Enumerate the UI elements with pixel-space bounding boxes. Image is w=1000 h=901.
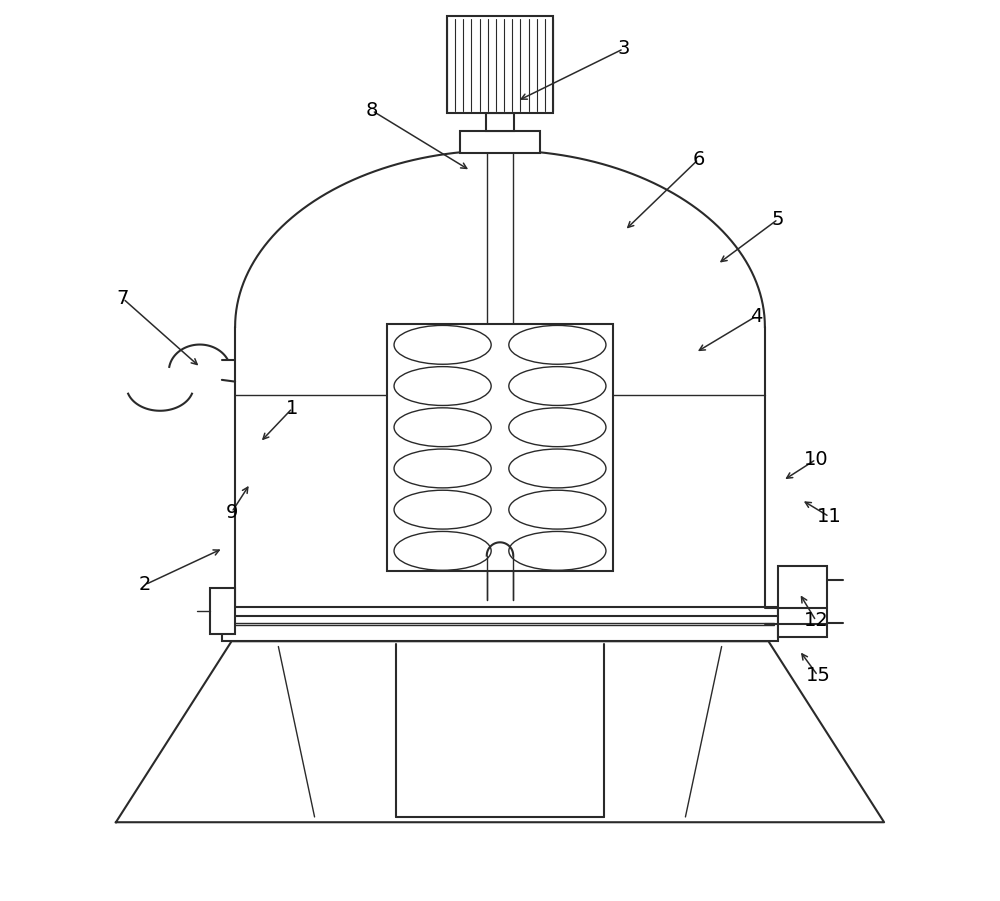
Text: 2: 2 [139, 575, 151, 595]
Text: 8: 8 [366, 101, 378, 120]
Bar [447, 16, 553, 114]
Bar [222, 606, 778, 642]
Bar [387, 324, 613, 571]
Text: 5: 5 [772, 210, 784, 229]
Text: 15: 15 [805, 666, 830, 685]
Bar [486, 114, 514, 131]
Text: 1: 1 [286, 398, 299, 418]
Text: 3: 3 [617, 40, 630, 59]
Text: 11: 11 [817, 507, 842, 526]
Text: 10: 10 [804, 450, 828, 469]
Text: 4: 4 [750, 306, 762, 326]
Bar [460, 131, 540, 153]
Text: 6: 6 [692, 150, 705, 168]
Bar [210, 588, 235, 634]
Text: 9: 9 [225, 503, 238, 522]
Bar [778, 566, 827, 637]
Polygon shape [116, 642, 884, 823]
Text: 12: 12 [804, 612, 828, 631]
Text: 7: 7 [117, 289, 129, 308]
